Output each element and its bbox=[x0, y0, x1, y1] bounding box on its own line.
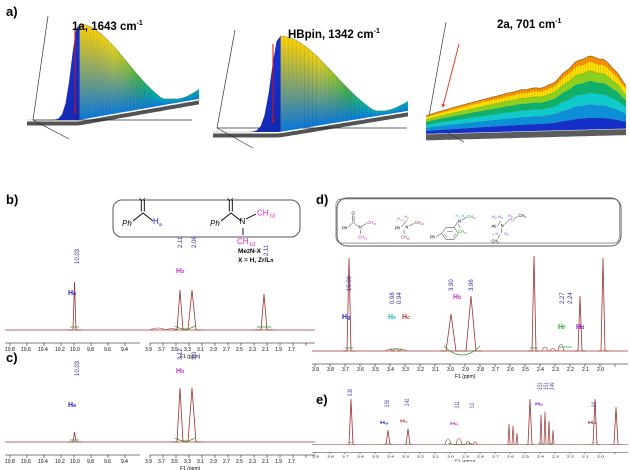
svg-text:N: N bbox=[359, 224, 362, 229]
svg-text:Ph: Ph bbox=[491, 224, 497, 229]
svg-text:N: N bbox=[501, 223, 504, 228]
svg-text:CH: CH bbox=[367, 220, 373, 225]
svg-text:Ph: Ph bbox=[395, 225, 401, 230]
svg-text:Ph: Ph bbox=[210, 219, 220, 228]
svg-text:H: H bbox=[404, 215, 407, 219]
svg-text:Ph: Ph bbox=[342, 225, 348, 230]
svg-text:CH: CH bbox=[458, 229, 464, 234]
svg-text:h: h bbox=[508, 235, 510, 237]
svg-text:f3: f3 bbox=[473, 216, 476, 220]
svg-text:c: c bbox=[408, 218, 410, 220]
svg-text:3: 3 bbox=[525, 215, 527, 219]
svg-text:3: 3 bbox=[497, 241, 499, 245]
svg-text:H: H bbox=[492, 215, 495, 219]
svg-text:b3: b3 bbox=[373, 222, 377, 226]
svg-text:b3: b3 bbox=[364, 236, 368, 240]
svg-text:H: H bbox=[462, 214, 465, 218]
svg-text:N: N bbox=[405, 224, 408, 229]
svg-text:O: O bbox=[352, 211, 356, 216]
svg-text:CH: CH bbox=[491, 239, 497, 244]
svg-text:CH: CH bbox=[358, 234, 364, 239]
svg-text:N: N bbox=[240, 217, 246, 226]
svg-text:f3: f3 bbox=[464, 231, 467, 235]
svg-text:c: c bbox=[400, 220, 402, 222]
svg-text:h: h bbox=[512, 217, 514, 219]
svg-text:H: H bbox=[508, 214, 511, 218]
svg-text:a: a bbox=[159, 222, 162, 228]
svg-text:N: N bbox=[458, 218, 461, 223]
svg-text:H: H bbox=[498, 215, 501, 219]
svg-text:g: g bbox=[495, 218, 497, 220]
svg-text:g: g bbox=[502, 218, 504, 220]
svg-text:CH: CH bbox=[467, 214, 473, 219]
svg-text:CH: CH bbox=[257, 209, 269, 218]
svg-text:Ph: Ph bbox=[430, 234, 436, 239]
svg-text:H: H bbox=[456, 214, 459, 218]
svg-text:H: H bbox=[397, 217, 400, 221]
svg-text:O: O bbox=[227, 198, 233, 203]
svg-text:CH: CH bbox=[519, 213, 525, 218]
svg-text:H: H bbox=[504, 232, 507, 236]
svg-text:d3: d3 bbox=[421, 222, 425, 226]
svg-text:Ph: Ph bbox=[122, 219, 132, 228]
svg-text:CH: CH bbox=[401, 234, 407, 239]
svg-text:d3: d3 bbox=[407, 236, 411, 240]
svg-text:h: h bbox=[513, 220, 515, 222]
svg-text:b3: b3 bbox=[270, 214, 276, 220]
svg-text:CH: CH bbox=[415, 220, 421, 225]
svg-text:h: h bbox=[492, 235, 494, 237]
svg-text:O: O bbox=[139, 198, 145, 203]
svg-text:H: H bbox=[496, 232, 499, 236]
svg-text:CH: CH bbox=[237, 237, 249, 246]
